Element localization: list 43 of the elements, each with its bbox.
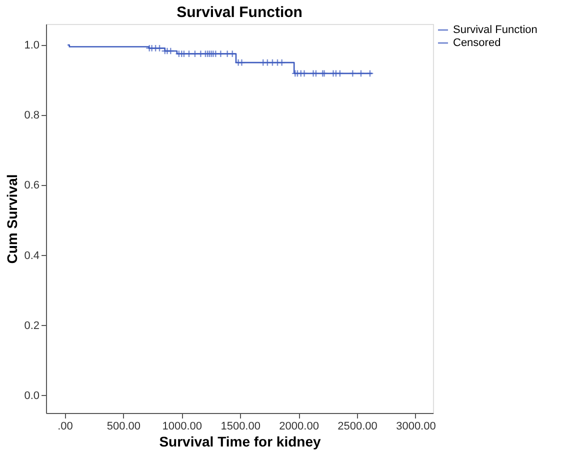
point — [185, 50, 193, 58]
y-tick-label: 0.4 — [24, 250, 40, 262]
point — [152, 44, 160, 52]
point — [268, 58, 276, 66]
point — [238, 58, 246, 66]
x-tick-label: 2500.00 — [338, 420, 378, 432]
legend-label: Survival Function — [453, 24, 538, 36]
point — [274, 58, 282, 66]
point — [348, 70, 356, 78]
point — [191, 50, 199, 58]
point — [228, 50, 236, 58]
y-tick-label: 0.6 — [24, 180, 40, 192]
x-tick-label: 2000.00 — [279, 420, 319, 432]
point — [278, 58, 286, 66]
point — [166, 47, 174, 55]
point — [320, 70, 328, 78]
point — [318, 70, 326, 78]
point — [300, 70, 308, 78]
x-tick-label: 500.00 — [106, 420, 140, 432]
point — [366, 70, 374, 78]
y-tick-label: 1.0 — [24, 40, 40, 52]
point — [336, 70, 344, 78]
chart-title: Survival Function — [176, 4, 302, 21]
point — [332, 70, 340, 78]
x-tick-label: 3000.00 — [396, 420, 436, 432]
point — [291, 70, 299, 78]
x-tick-label: .00 — [58, 420, 73, 432]
point — [206, 50, 214, 58]
point — [259, 58, 267, 66]
point — [264, 58, 272, 66]
point — [357, 70, 365, 78]
y-tick-label: 0.0 — [24, 390, 40, 402]
point — [196, 50, 204, 58]
x-axis-title: Survival Time for kidney — [159, 434, 321, 450]
x-tick-label: 1500.00 — [220, 420, 260, 432]
y-axis-title: Cum Survival — [4, 174, 20, 264]
y-tick-label: 0.2 — [24, 320, 40, 332]
x-tick-label: 1000.00 — [162, 420, 202, 432]
point — [224, 50, 232, 58]
point — [312, 70, 320, 78]
point — [216, 50, 224, 58]
legend-label: Censored — [453, 37, 501, 49]
y-tick-label: 0.8 — [24, 110, 40, 122]
